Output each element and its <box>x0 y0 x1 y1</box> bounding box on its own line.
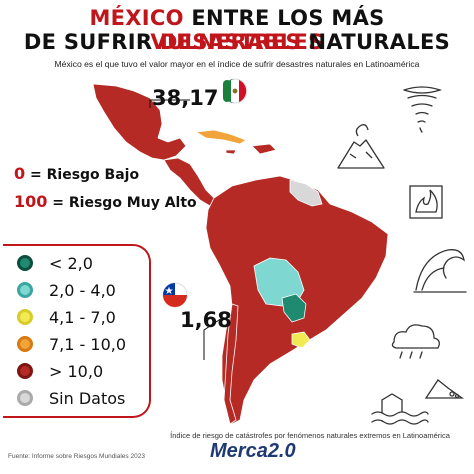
title-disasters: DESASTRES <box>159 30 301 54</box>
title-natural: NATURALES <box>300 30 451 54</box>
chile-flag-icon <box>162 282 188 308</box>
subtitle: México es el que tuvo el valor mayor en … <box>54 59 420 69</box>
storm-icon <box>391 324 440 359</box>
legend-label: 4,1 - 7,0 <box>49 307 116 327</box>
legend-label: 7,1 - 10,0 <box>49 334 127 354</box>
title-vulnerable: VULNERABLES <box>150 30 324 54</box>
legend-swatch <box>17 390 33 406</box>
map-caption: Índice de riesgo de catástrofes por fenó… <box>170 431 450 440</box>
title-mexico: MÉXICO <box>89 6 184 30</box>
latin-america-map <box>92 83 389 425</box>
legend-item: > 10,0 <box>17 360 103 382</box>
volcano-icon <box>337 124 385 169</box>
legend-label: < 2,0 <box>49 253 93 273</box>
legend-item: 4,1 - 7,0 <box>17 306 116 328</box>
legend-label: > 10,0 <box>49 361 104 381</box>
landslide-icon <box>424 379 464 399</box>
brand-version: 2.0 <box>267 440 296 462</box>
mexico-value: 38,17 <box>152 86 219 110</box>
mexico-flag-icon <box>222 78 248 104</box>
flood-icon <box>371 393 429 425</box>
risk-low-label: = Riesgo Bajo <box>25 167 140 183</box>
legend-swatch <box>17 336 33 352</box>
legend-swatch <box>17 363 33 379</box>
brand-name: Merca <box>210 440 268 462</box>
wave-icon <box>413 249 467 293</box>
risk-low-number: 0 <box>14 164 26 183</box>
country-chile <box>223 303 239 425</box>
country-jamaica <box>225 149 237 155</box>
tornado-icon <box>403 86 443 133</box>
title-line-2: DE SUFRIR DESASTRES NATURALES <box>0 30 474 54</box>
country-cuba <box>195 129 247 145</box>
risk-low: 0 = Riesgo Bajo <box>14 164 139 183</box>
chile-leader-line <box>203 317 223 360</box>
chile-value: 1,68 <box>180 308 232 332</box>
wildfire-icon <box>409 185 443 219</box>
country-paraguay <box>281 293 307 323</box>
risk-high-label: = Riesgo Muy Alto <box>47 195 197 211</box>
legend-item: 7,1 - 10,0 <box>17 333 126 355</box>
legend-swatch <box>17 282 33 298</box>
risk-high: 100 = Riesgo Muy Alto <box>14 192 197 211</box>
mexico-leader-line <box>149 99 190 108</box>
title-between: ENTRE LOS MÁS <box>183 6 385 30</box>
legend-swatch <box>17 309 33 325</box>
brand-logo: Merca2.0 <box>210 440 296 463</box>
legend-item: 2,0 - 4,0 <box>17 279 116 301</box>
legend-item: < 2,0 <box>17 252 93 274</box>
country-uruguay <box>291 331 311 349</box>
legend-item: Sin Datos <box>17 387 125 409</box>
legend-label: 2,0 - 4,0 <box>49 280 116 300</box>
country-mexico <box>92 83 187 161</box>
country-bolivia <box>253 257 305 307</box>
legend-swatch <box>17 255 33 271</box>
country-guianas <box>289 179 323 207</box>
source-note: Fuente: Informe sobre Riesgos Mundiales … <box>8 453 145 460</box>
risk-high-number: 100 <box>14 192 48 211</box>
title-suffer: DE SUFRIR <box>23 30 160 54</box>
legend-label: Sin Datos <box>49 388 126 408</box>
title-line-1: MÉXICO ENTRE LOS MÁS VULNERABLES <box>0 6 474 54</box>
legend: < 2,0 2,0 - 4,0 4,1 - 7,0 7,1 - 10,0 > 1… <box>3 244 151 418</box>
country-hispaniola <box>251 143 277 155</box>
